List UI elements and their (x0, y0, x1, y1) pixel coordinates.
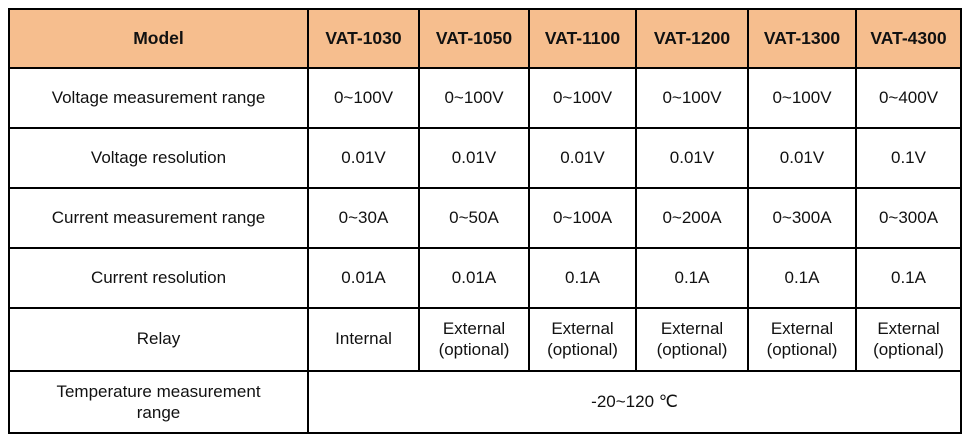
header-cell-vat-1300: VAT-1300 (747, 8, 857, 69)
cell: 0~100V (307, 67, 420, 129)
cell: 0.1A (528, 247, 637, 309)
cell: 0~100A (528, 187, 637, 249)
row-label: Voltage measurement range (8, 67, 309, 129)
cell: 0.1A (635, 247, 749, 309)
row-label-text: Temperature measurement range (56, 381, 261, 422)
cell: External (optional) (418, 307, 530, 372)
cell: 0~100V (528, 67, 637, 129)
table-row-voltage-resolution: Voltage resolution 0.01V 0.01V 0.01V 0.0… (8, 127, 962, 189)
row-label: Current resolution (8, 247, 309, 309)
cell: External (optional) (747, 307, 857, 372)
row-label: Voltage resolution (8, 127, 309, 189)
cell: Internal (307, 307, 420, 372)
spec-table: Model VAT-1030 VAT-1050 VAT-1100 VAT-120… (8, 8, 962, 434)
table-row-current-resolution: Current resolution 0.01A 0.01A 0.1A 0.1A… (8, 247, 962, 309)
cell: 0~100V (747, 67, 857, 129)
cell: External (optional) (528, 307, 637, 372)
cell: 0~200A (635, 187, 749, 249)
cell: 0~300A (747, 187, 857, 249)
cell: 0.01A (418, 247, 530, 309)
cell: External (optional) (855, 307, 962, 372)
cell: 0.01V (528, 127, 637, 189)
cell: 0~400V (855, 67, 962, 129)
cell: External (optional) (635, 307, 749, 372)
cell: 0~100V (635, 67, 749, 129)
row-label: Relay (8, 307, 309, 372)
cell: 0.1V (855, 127, 962, 189)
cell: 0~100V (418, 67, 530, 129)
header-cell-model: Model (8, 8, 309, 69)
cell: 0.01V (307, 127, 420, 189)
temperature-range-value: -20~120 ℃ (307, 370, 962, 434)
cell: 0.01V (747, 127, 857, 189)
header-cell-vat-1100: VAT-1100 (528, 8, 637, 69)
cell: 0~30A (307, 187, 420, 249)
cell: 0.1A (747, 247, 857, 309)
table-row-voltage-range: Voltage measurement range 0~100V 0~100V … (8, 67, 962, 129)
cell: 0.01V (635, 127, 749, 189)
row-label: Current measurement range (8, 187, 309, 249)
cell: 0~50A (418, 187, 530, 249)
spec-table-container: Model VAT-1030 VAT-1050 VAT-1100 VAT-120… (8, 8, 962, 434)
row-label: Temperature measurement range (8, 370, 309, 434)
table-row-temperature-range: Temperature measurement range -20~120 ℃ (8, 370, 962, 434)
table-row-relay: Relay Internal External (optional) Exter… (8, 307, 962, 372)
header-row: Model VAT-1030 VAT-1050 VAT-1100 VAT-120… (8, 8, 962, 69)
cell: 0.01V (418, 127, 530, 189)
header-cell-vat-4300: VAT-4300 (855, 8, 962, 69)
cell: 0.1A (855, 247, 962, 309)
header-cell-vat-1030: VAT-1030 (307, 8, 420, 69)
header-cell-vat-1200: VAT-1200 (635, 8, 749, 69)
cell: 0.01A (307, 247, 420, 309)
cell: 0~300A (855, 187, 962, 249)
table-row-current-range: Current measurement range 0~30A 0~50A 0~… (8, 187, 962, 249)
header-cell-vat-1050: VAT-1050 (418, 8, 530, 69)
